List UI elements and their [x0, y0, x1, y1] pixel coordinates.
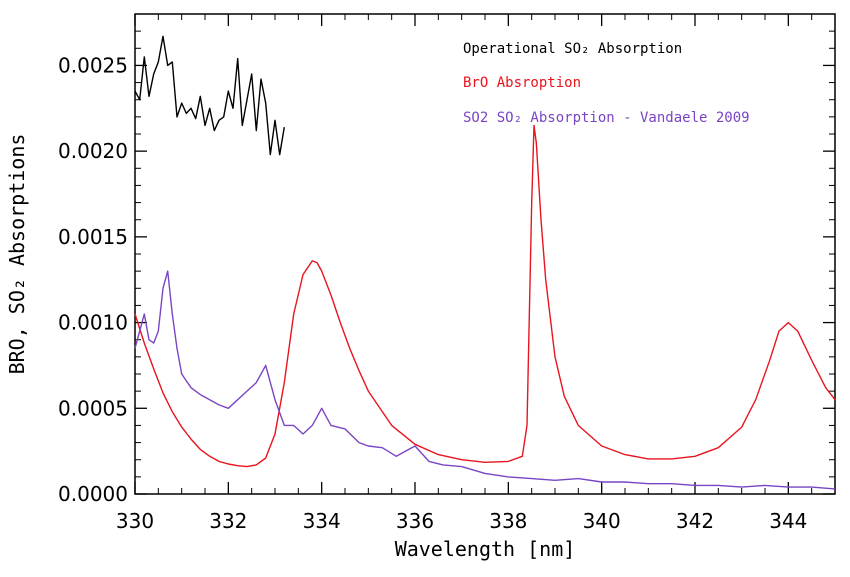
x-tick-label: 334: [303, 509, 341, 533]
x-tick-label: 344: [769, 509, 807, 533]
x-axis-label: Wavelength [nm]: [395, 537, 576, 561]
x-tick-label: 336: [396, 509, 434, 533]
axis-ticks: 330 332 334 336 338 340 342 344 0.0000 0.0005 0.00…: [58, 13, 836, 533]
x-tick-label: 330: [116, 509, 154, 533]
y-tick-label: 0.0020: [58, 139, 128, 163]
so2-vandaele-line: [134, 270, 836, 490]
bro-absorption-line: [134, 124, 836, 468]
legend: Operational SO₂ Absorption BrO Absroptio…: [463, 41, 750, 126]
y-tick-label: 0.0005: [58, 396, 128, 420]
operational-so2-line: [134, 35, 285, 156]
y-tick-label: 0.0015: [58, 225, 128, 249]
legend-entry-so2-vandaele: SO2 SO₂ Absorption - Vandaele 2009: [463, 110, 750, 126]
y-tick-label: 0.0010: [58, 311, 128, 335]
series-layer: [134, 35, 836, 490]
legend-entry-operational-so2: Operational SO₂ Absorption: [463, 41, 682, 57]
y-axis-label: BRO, SO₂ Absorptions: [5, 134, 29, 375]
y-tick-label: 0.0025: [58, 53, 128, 77]
y-tick-label: 0.0000: [58, 482, 128, 506]
legend-entry-bro: BrO Absroption: [463, 75, 581, 91]
x-tick-label: 332: [209, 509, 247, 533]
x-tick-label: 342: [676, 509, 714, 533]
x-tick-label: 338: [489, 509, 527, 533]
x-tick-label: 340: [583, 509, 621, 533]
